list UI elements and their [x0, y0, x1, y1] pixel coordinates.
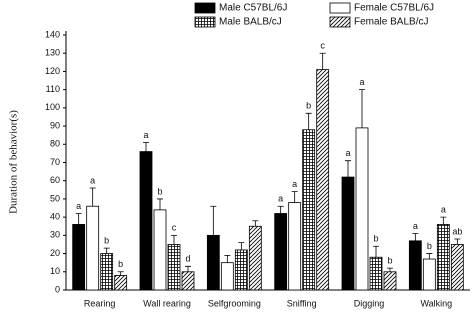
error-bar: [238, 242, 245, 250]
error-bar: [117, 271, 124, 276]
significance-letter: b: [427, 241, 432, 251]
bar: [422, 258, 436, 291]
legend-swatch: [194, 2, 216, 14]
significance-letter: ab: [452, 226, 462, 236]
bar: [302, 129, 316, 291]
error-bar: [210, 205, 217, 236]
legend-swatch: [329, 16, 351, 28]
legend-label: Female BALB/cJ: [354, 17, 428, 28]
significance-letter: b: [387, 256, 392, 266]
x-tick-label: Selfgrooming: [208, 298, 261, 308]
y-tick-label: 60: [50, 175, 60, 185]
y-tick-label: 130: [45, 48, 60, 58]
significance-letter: a: [90, 175, 95, 185]
y-tick-label: 110: [46, 84, 60, 94]
error-bar: [252, 220, 259, 227]
bar: [288, 202, 302, 291]
error-bar: [373, 245, 379, 258]
bar: [316, 69, 330, 291]
x-tick-label: Sniffing: [287, 298, 317, 308]
significance-letter: c: [172, 223, 177, 233]
bar: [72, 224, 86, 291]
error-bar: [185, 265, 191, 272]
bar: [383, 271, 397, 291]
y-tick-label: 40: [50, 212, 60, 222]
y-tick-label: 140: [45, 29, 60, 39]
bar: [341, 176, 355, 291]
error-bar: [143, 142, 149, 152]
error-bar: [277, 205, 284, 214]
y-tick-label: 10: [50, 266, 60, 276]
y-tick-label: 30: [50, 230, 60, 240]
x-tick-label: Wall rearing: [143, 298, 191, 308]
error-bar: [454, 238, 461, 245]
error-bar: [291, 191, 298, 203]
significance-letter: a: [292, 179, 297, 189]
error-bar: [319, 52, 326, 70]
significance-letter: b: [373, 234, 378, 244]
y-axis-label: Duration of behavior(s): [8, 110, 20, 214]
bar: [114, 275, 128, 291]
significance-letter: b: [157, 186, 162, 196]
significance-letter: b: [306, 101, 311, 111]
significance-letter: a: [76, 201, 81, 211]
bar: [153, 209, 167, 291]
bar: [274, 213, 288, 291]
error-bar: [171, 234, 177, 245]
bar: [436, 224, 450, 291]
legend-label: Female C57BL/6J: [354, 3, 434, 14]
significance-letter: b: [104, 235, 109, 245]
bar: [408, 240, 422, 291]
bar: [181, 271, 195, 291]
y-tick-label: 90: [50, 120, 60, 130]
bar: [167, 244, 181, 291]
y-tick-label: 50: [50, 193, 60, 203]
bar: [248, 225, 262, 291]
significance-letter: a: [441, 205, 446, 215]
bar: [139, 151, 153, 291]
y-tick-label: 80: [50, 139, 60, 149]
error-bar: [305, 112, 312, 130]
error-bar: [387, 267, 393, 272]
error-bar: [103, 247, 110, 254]
significance-letter: a: [345, 148, 350, 158]
y-tick-label: 100: [45, 102, 60, 112]
legend-label: Male BALB/cJ: [219, 17, 282, 28]
x-tick-label: Rearing: [84, 298, 116, 308]
significance-letter: a: [359, 77, 364, 87]
bar: [206, 234, 220, 291]
y-tick-label: 20: [50, 248, 60, 258]
significance-letter: a: [278, 194, 283, 204]
y-tick-label: 0: [55, 284, 60, 294]
error-bar: [345, 160, 351, 178]
significance-letter: b: [118, 259, 123, 269]
bar: [86, 205, 100, 291]
error-bar: [89, 187, 96, 207]
significance-letter: a: [413, 221, 418, 231]
bar: [450, 244, 464, 291]
legend-label: Male C57BL/6J: [219, 3, 287, 14]
bar: [369, 256, 383, 291]
x-tick-label: Walking: [420, 298, 452, 308]
error-bar: [440, 216, 447, 225]
error-bar: [157, 198, 163, 210]
error-bar: [426, 253, 433, 260]
bar: [355, 127, 369, 291]
bar: [220, 262, 234, 291]
error-bar: [359, 89, 365, 128]
error-bar: [412, 233, 419, 241]
legend-swatch: [329, 2, 351, 14]
x-tick-label: Digging: [354, 298, 385, 308]
y-tick-label: 120: [45, 66, 60, 76]
bar: [234, 249, 248, 291]
error-bar: [75, 213, 82, 225]
y-tick-label: 70: [50, 157, 60, 167]
significance-letter: c: [320, 41, 325, 51]
significance-letter: d: [185, 254, 190, 264]
error-bar: [224, 254, 231, 263]
legend-swatch: [194, 16, 216, 28]
significance-letter: a: [143, 130, 148, 140]
bar: [100, 253, 114, 291]
